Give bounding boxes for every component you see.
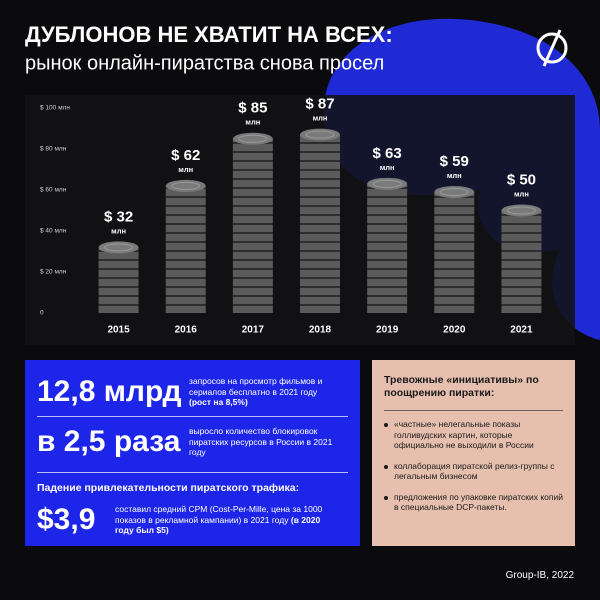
y-tick-label: $ 80 млн — [40, 146, 67, 153]
fact-desc-text: запросов на просмотр фильмов и сериалов … — [189, 376, 323, 397]
fact-desc: выросло количество блокировок пиратских … — [189, 426, 339, 458]
coin-top-inner — [439, 188, 469, 197]
coin-top — [300, 128, 340, 141]
coin-top — [501, 204, 542, 217]
coin-top-inner — [372, 179, 402, 188]
coin-top-inner — [506, 206, 536, 215]
fact-desc-bold: (в 2020 году был $5) — [115, 514, 321, 536]
sidebar-heading: Тревожные «инициативы» по поощрению пира… — [384, 374, 539, 399]
coin-top — [98, 241, 139, 254]
fact-desc-text: составил средний CPM (Cost-Per-Mille, це… — [115, 504, 323, 525]
logo — [536, 29, 568, 67]
x-tick-label: 2016 — [175, 325, 198, 336]
fact-desc: составил средний CPM (Cost-Per-Mille, це… — [115, 504, 325, 536]
separator — [37, 472, 348, 473]
bar — [165, 185, 206, 313]
x-tick-label: 2018 — [309, 325, 332, 336]
x-tick-label: 2019 — [376, 325, 399, 336]
x-tick-label: 2017 — [242, 325, 265, 336]
fact-big: $3,9 — [37, 503, 96, 536]
coin-top-inner — [238, 134, 268, 143]
y-tick-label: 0 — [40, 310, 44, 317]
fact-heading: Падение привлекательности пиратского тра… — [37, 482, 300, 494]
y-tick-label: $ 20 млн — [40, 269, 67, 276]
sidebar-item: предложения по упаковке пиратских копий … — [384, 492, 563, 513]
fact-desc-bold: (рост на 8,5%) — [189, 397, 248, 408]
x-tick-label: 2015 — [107, 325, 130, 336]
bar — [367, 183, 408, 313]
y-tick-label: $ 60 млн — [40, 187, 67, 194]
coin-top — [367, 177, 408, 190]
value-unit: млн — [447, 171, 462, 180]
bar — [300, 134, 340, 313]
coin-top-inner — [305, 130, 335, 139]
fact-row: 12,8 млрд запросов на просмотр фильмов и… — [37, 370, 348, 414]
chart: ДУБЛОНОВ НЕ ХВАТИТ НА ВСЕХ: рынок онлайн… — [25, 18, 600, 341]
coin-top — [434, 186, 475, 199]
value-label: $ 85 — [238, 100, 267, 117]
footer: Group-IB, 2022 — [505, 570, 574, 581]
value-unit: млн — [111, 226, 126, 235]
sidebar-list: «частные» нелегальные показы голливудски… — [384, 410, 563, 513]
value-unit: млн — [178, 165, 193, 174]
sidebar: Тревожные «инициативы» по поощрению пира… — [372, 360, 575, 546]
value-label: $ 50 — [507, 171, 536, 188]
chart-subtitle: рынок онлайн-пиратства снова просел — [25, 52, 384, 74]
value-label: $ 59 — [440, 153, 469, 170]
x-tick-label: 2021 — [510, 325, 533, 336]
chart-title: ДУБЛОНОВ НЕ ХВАТИТ НА ВСЕХ: — [25, 22, 393, 47]
fact-big: 12,8 млрд — [37, 375, 182, 408]
value-label: $ 63 — [373, 145, 402, 162]
bar — [501, 210, 542, 313]
value-unit: млн — [245, 118, 260, 127]
value-unit: млн — [313, 114, 328, 123]
value-label: $ 87 — [305, 96, 334, 113]
fact-desc: запросов на просмотр фильмов и сериалов … — [189, 376, 339, 408]
bar — [434, 192, 475, 313]
fact-desc-text: выросло количество блокировок пиратских … — [189, 426, 333, 458]
value-unit: млн — [514, 189, 529, 198]
value-label: $ 32 — [104, 208, 133, 225]
y-tick-label: $ 40 млн — [40, 228, 67, 235]
coin-top — [165, 179, 206, 192]
bar — [98, 247, 139, 313]
coin-top-inner — [104, 243, 134, 252]
bar — [232, 138, 273, 313]
value-unit: млн — [380, 163, 395, 172]
sidebar-item: коллаборация пиратской релиз-группы с ле… — [384, 461, 563, 482]
fact-row: $3,9 составил средний CPM (Cost-Per-Mill… — [37, 500, 348, 540]
fact-big: в 2,5 раза — [37, 425, 181, 458]
coin-top — [232, 132, 273, 145]
sidebar-item: «частные» нелегальные показы голливудски… — [384, 419, 563, 451]
facts-panel: 12,8 млрд запросов на просмотр фильмов и… — [25, 360, 360, 546]
separator — [37, 416, 348, 417]
fact-row: в 2,5 раза выросло количество блокировок… — [37, 422, 348, 462]
value-label: $ 62 — [171, 147, 200, 164]
y-tick-label: $ 100 млн — [40, 105, 70, 112]
coin-top-inner — [171, 181, 201, 190]
x-tick-label: 2020 — [443, 325, 466, 336]
